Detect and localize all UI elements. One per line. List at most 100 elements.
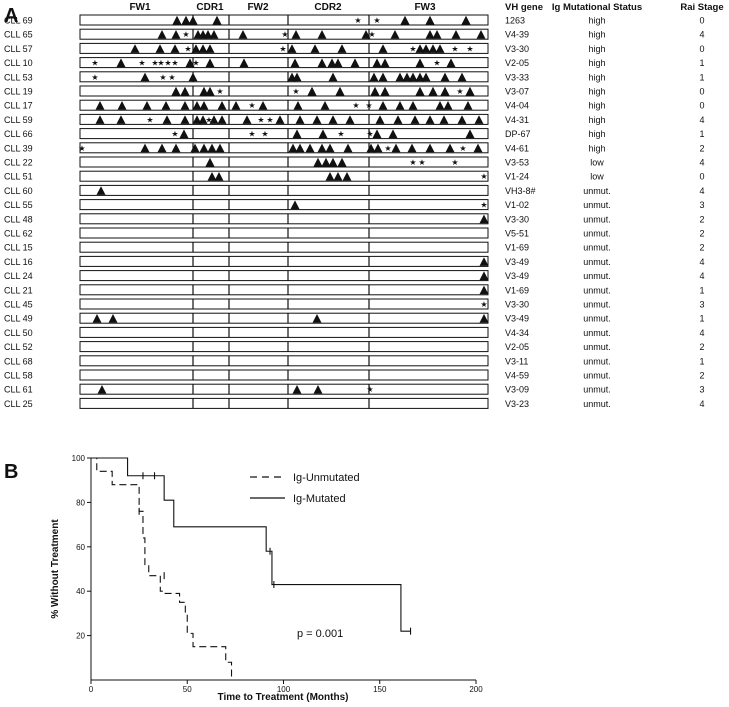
mutation-marker — [425, 15, 435, 25]
mutation-marker — [333, 58, 343, 68]
row-vh-gene: V1-02 — [505, 200, 529, 210]
sequence-row: CLL 62 V5-51 unmut. 2 — [4, 227, 705, 239]
silent-mutation-marker: ★ — [366, 130, 373, 139]
silent-mutation-marker: ★ — [164, 59, 171, 68]
row-vh-gene: V4-61 — [505, 143, 529, 153]
row-id: CLL 49 — [4, 314, 33, 324]
row-id: CLL 58 — [4, 371, 33, 381]
mutation-marker — [325, 143, 335, 153]
mutation-marker — [410, 115, 420, 124]
sequence-row: CLL 22 V3-53 low 4 — [4, 156, 705, 168]
mutation-marker — [317, 143, 327, 153]
row-rai-stage: 0 — [699, 87, 704, 97]
row-rai-stage: 2 — [699, 143, 704, 153]
mutation-marker — [342, 172, 352, 181]
sequence-bar — [79, 383, 489, 395]
row-mutational-status: high — [588, 72, 605, 82]
mutation-marker — [337, 157, 347, 167]
row-id: CLL 61 — [4, 385, 33, 395]
sequence-row: CLL 53 V3-33 high 1 — [4, 71, 705, 83]
silent-mutation-marker: ★ — [337, 130, 344, 139]
row-rai-stage: 0 — [699, 16, 704, 26]
mutation-marker — [335, 86, 345, 96]
region-fw2: FW2 — [247, 2, 269, 13]
row-rai-stage: 2 — [699, 243, 704, 253]
mutation-marker — [95, 115, 105, 124]
silent-mutation-marker: ★ — [171, 130, 178, 139]
row-rai-stage: 0 — [699, 172, 704, 182]
mutation-marker — [380, 86, 390, 96]
row-vh-gene: V3-23 — [505, 399, 529, 409]
mutation-marker — [199, 86, 209, 96]
mutation-marker — [318, 129, 328, 139]
sequence-bar — [79, 312, 489, 324]
row-rai-stage: 1 — [699, 58, 704, 68]
mutation-marker — [217, 101, 227, 110]
row-id: CLL 59 — [4, 115, 33, 125]
sequence-row: CLL 24 V3-49 unmut. 4 — [4, 270, 705, 282]
mutation-marker — [198, 44, 208, 53]
sequence-rows: CLL 69 1263 high 0 CLL 65 V4-39 high 4 CLL 57 V3-… — [4, 14, 705, 409]
row-rai-stage: 1 — [699, 356, 704, 366]
mutation-marker — [108, 314, 118, 323]
silent-mutation-marker: ★ — [257, 115, 264, 124]
mutation-marker — [415, 86, 425, 96]
mutation-marker — [432, 30, 442, 39]
row-rai-stage: 4 — [699, 328, 704, 338]
mutation-marker — [192, 115, 202, 124]
column-headers: VH gene Ig Mutational Status Rai Stage — [505, 2, 724, 13]
silent-mutation-marker: ★ — [365, 101, 372, 110]
row-rai-stage: 4 — [699, 399, 704, 409]
y-tick-label: 20 — [76, 632, 85, 641]
mutation-marker — [191, 44, 201, 53]
row-rai-stage: 4 — [699, 30, 704, 40]
mutation-marker — [140, 143, 150, 153]
sequence-bar — [79, 42, 489, 54]
row-rai-stage: 2 — [699, 371, 704, 381]
row-mutational-status: unmut. — [583, 200, 611, 210]
x-tick-label: 0 — [89, 685, 94, 694]
mutation-marker — [157, 143, 167, 153]
header-vh-gene: VH gene — [505, 2, 543, 13]
row-rai-stage: 4 — [699, 271, 704, 281]
sequence-bar — [79, 355, 489, 367]
mutation-marker — [378, 72, 388, 82]
mutation-marker — [287, 44, 297, 53]
row-id: CLL 17 — [4, 101, 33, 111]
mutation-marker — [172, 15, 182, 25]
mutation-marker — [328, 115, 338, 124]
sequence-row: CLL 55 V1-02 unmut. 3 — [4, 199, 705, 211]
row-mutational-status: unmut. — [583, 214, 611, 224]
row-mutational-status: high — [588, 30, 605, 40]
row-id: CLL 22 — [4, 158, 33, 168]
silent-mutation-marker: ★ — [418, 158, 425, 167]
mutation-marker — [203, 30, 213, 39]
row-mutational-status: unmut. — [583, 385, 611, 395]
silent-mutation-marker: ★ — [216, 87, 223, 96]
mutation-marker — [317, 30, 327, 39]
mutation-marker — [313, 385, 323, 394]
row-id: CLL 24 — [4, 271, 33, 281]
row-id: CLL 45 — [4, 300, 33, 310]
silent-mutation-marker: ★ — [159, 73, 166, 82]
row-mutational-status: high — [588, 101, 605, 111]
sequence-row: CLL 51 V1-24 low 0 — [4, 170, 705, 182]
mutation-marker — [380, 58, 390, 68]
row-id: CLL 15 — [4, 243, 33, 253]
row-vh-gene: V3-11 — [505, 356, 528, 366]
mutation-marker — [428, 86, 438, 96]
mutation-marker — [142, 101, 152, 110]
row-vh-gene: V3-49 — [505, 271, 529, 281]
mutation-marker — [171, 30, 181, 39]
row-rai-stage: 4 — [699, 186, 704, 196]
mutation-marker — [435, 101, 445, 110]
mutation-marker — [463, 101, 473, 110]
row-mutational-status: high — [588, 129, 605, 139]
row-vh-gene: VH3-8# — [505, 186, 536, 196]
mutation-marker — [390, 30, 400, 39]
silent-mutation-marker: ★ — [451, 44, 458, 53]
sequence-bar — [79, 85, 489, 97]
sequence-row: CLL 45 V3-30 unmut. 3 — [4, 298, 705, 310]
mutation-marker — [190, 143, 200, 153]
row-vh-gene: V1-69 — [505, 243, 529, 253]
